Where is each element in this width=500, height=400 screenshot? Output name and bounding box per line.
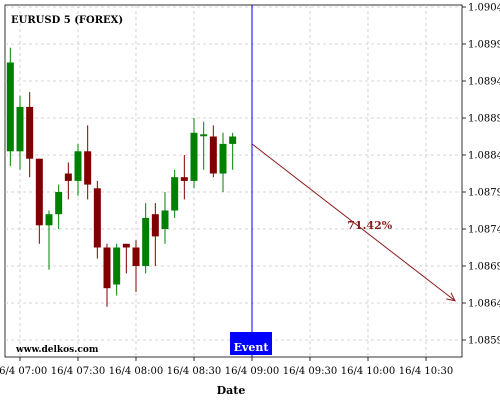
x-tick-label: 16/4 10:00 — [341, 366, 395, 377]
y-tick-label: 1.0889 — [468, 114, 500, 125]
plot-border — [4, 4, 463, 358]
projection-arrow-line — [251, 143, 456, 302]
x-tick-label: 16/4 08:00 — [109, 366, 163, 377]
candle-body — [84, 151, 92, 185]
event-label: Event — [234, 341, 270, 354]
y-tick-label: 1.0864 — [468, 299, 500, 310]
candle-body — [132, 247, 140, 266]
y-tick-label: 1.0904 — [468, 3, 500, 14]
candle-body — [171, 177, 179, 211]
candle-body — [6, 62, 14, 152]
candle-body — [93, 188, 101, 248]
chart-title: EURUSD 5 (FOREX) — [11, 15, 123, 26]
candle-body — [219, 143, 227, 174]
projection-layer: 71.42% — [251, 143, 456, 302]
candle-body — [122, 243, 130, 248]
y-tick-label: 1.0874 — [468, 225, 500, 236]
candle-body — [180, 177, 188, 181]
candle-body — [55, 192, 63, 215]
y-axis-ticks: 1.0904 1.0899 1.0894 1.0889 1.0884 1.0879 1.08… — [462, 3, 500, 347]
candle-body — [151, 214, 159, 237]
x-tick-label: 16/4 08:30 — [167, 366, 221, 377]
y-tick-label: 1.0879 — [468, 188, 500, 199]
candle-body — [26, 106, 34, 159]
candle-body — [142, 217, 150, 266]
event-label-box — [230, 332, 272, 355]
x-tick-label: 16/4 07:00 — [0, 366, 47, 377]
y-tick-label: 1.0859 — [468, 336, 500, 347]
x-axis-label: Date — [217, 384, 246, 397]
candle-body — [190, 132, 198, 181]
x-tick-label: 16/4 09:00 — [225, 366, 279, 377]
y-tick-label: 1.0894 — [468, 77, 500, 88]
grid — [5, 5, 462, 357]
candle-body — [64, 173, 72, 181]
candle-body — [229, 136, 237, 144]
candle-body — [161, 210, 169, 229]
candle-body — [16, 106, 24, 152]
x-tick-label: 16/4 07:30 — [51, 366, 105, 377]
candle-body — [200, 134, 208, 137]
x-axis-ticks: 16/4 07:00 16/4 07:30 16/4 08:00 16/4 08:30… — [0, 357, 453, 377]
x-tick-label: 16/4 10:30 — [399, 366, 453, 377]
y-tick-label: 1.0884 — [468, 151, 500, 162]
candle-body — [74, 151, 82, 181]
candle-body — [45, 214, 53, 226]
candle-body — [103, 247, 111, 289]
projection-percent-label: 71.42% — [347, 219, 392, 232]
y-tick-label: 1.0899 — [468, 40, 500, 51]
event-layer: Event — [230, 5, 272, 357]
watermark-text: www.delkos.com — [15, 345, 99, 355]
candle-body — [209, 136, 217, 174]
candle-body — [35, 158, 43, 226]
y-tick-label: 1.0869 — [468, 262, 500, 273]
candle-body — [113, 247, 121, 285]
projection-arrow-head — [446, 292, 456, 302]
candles-group — [6, 47, 237, 307]
x-tick-label: 16/4 09:30 — [283, 366, 337, 377]
